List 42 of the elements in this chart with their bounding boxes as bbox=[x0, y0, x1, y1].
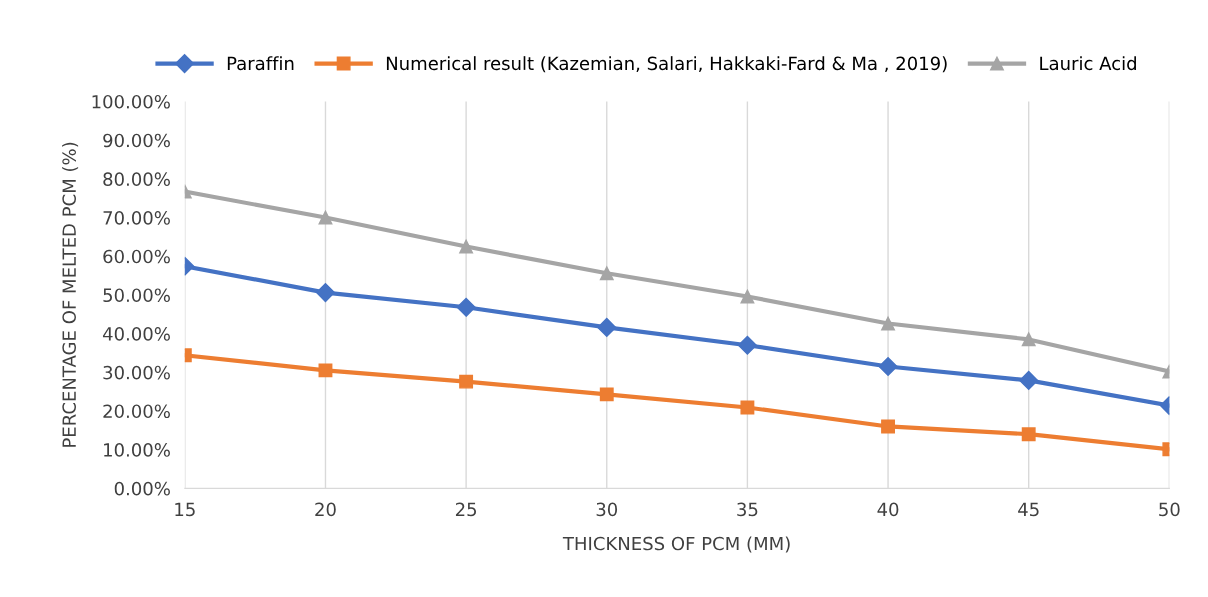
y-tick-label: 20.00% bbox=[103, 404, 170, 419]
x-tick-label: 20 bbox=[315, 502, 336, 517]
y-tick-label: 10.00% bbox=[104, 443, 170, 457]
point bbox=[740, 289, 755, 304]
point bbox=[881, 419, 895, 434]
point bbox=[1021, 427, 1036, 442]
y-tick-label: 100.00% bbox=[92, 94, 170, 109]
y-tick-label: 80.00% bbox=[103, 172, 170, 186]
legend-label: Numerical result (Kazemian, Salari, Hakkaki-Fard & Ma , 2019) bbox=[386, 56, 947, 73]
point bbox=[740, 400, 755, 415]
point bbox=[459, 239, 474, 254]
point bbox=[318, 363, 333, 378]
y-tick-label: 40.00% bbox=[102, 327, 170, 341]
point bbox=[459, 374, 474, 389]
point bbox=[1021, 332, 1036, 347]
point bbox=[881, 316, 895, 331]
point bbox=[1019, 370, 1039, 390]
x-tick-label: 15 bbox=[175, 502, 195, 517]
x-tick-label: 45 bbox=[1018, 502, 1039, 517]
x-tick-label: 30 bbox=[596, 502, 618, 517]
x-tick-label: 25 bbox=[455, 502, 477, 517]
y-tick-label: 0.00% bbox=[114, 481, 170, 496]
point bbox=[318, 210, 333, 225]
y-axis-title: PERCENTAGE OF MELTED PCM (%) bbox=[62, 142, 79, 447]
x-tick-label: 35 bbox=[737, 502, 758, 517]
point bbox=[456, 297, 476, 317]
point bbox=[597, 317, 617, 337]
y-tick-label: 70.00% bbox=[103, 211, 170, 225]
y-tick-label: 60.00% bbox=[103, 249, 170, 264]
legend-label: Lauric Acid bbox=[1040, 56, 1136, 71]
y-tick-label: 50.00% bbox=[103, 288, 170, 303]
y-tick-label: 30.00% bbox=[103, 365, 170, 380]
point bbox=[599, 387, 614, 402]
x-tick-label: 50 bbox=[1159, 502, 1180, 517]
x-tick-label: 40 bbox=[877, 502, 899, 517]
point bbox=[315, 283, 336, 303]
x-axis-title: THICKNESS OF PCM (MM) bbox=[562, 536, 790, 553]
point bbox=[878, 356, 898, 377]
point bbox=[599, 266, 614, 281]
legend-label: Paraffin bbox=[227, 56, 294, 71]
y-tick-label: 90.00% bbox=[103, 133, 170, 148]
point bbox=[737, 335, 757, 355]
